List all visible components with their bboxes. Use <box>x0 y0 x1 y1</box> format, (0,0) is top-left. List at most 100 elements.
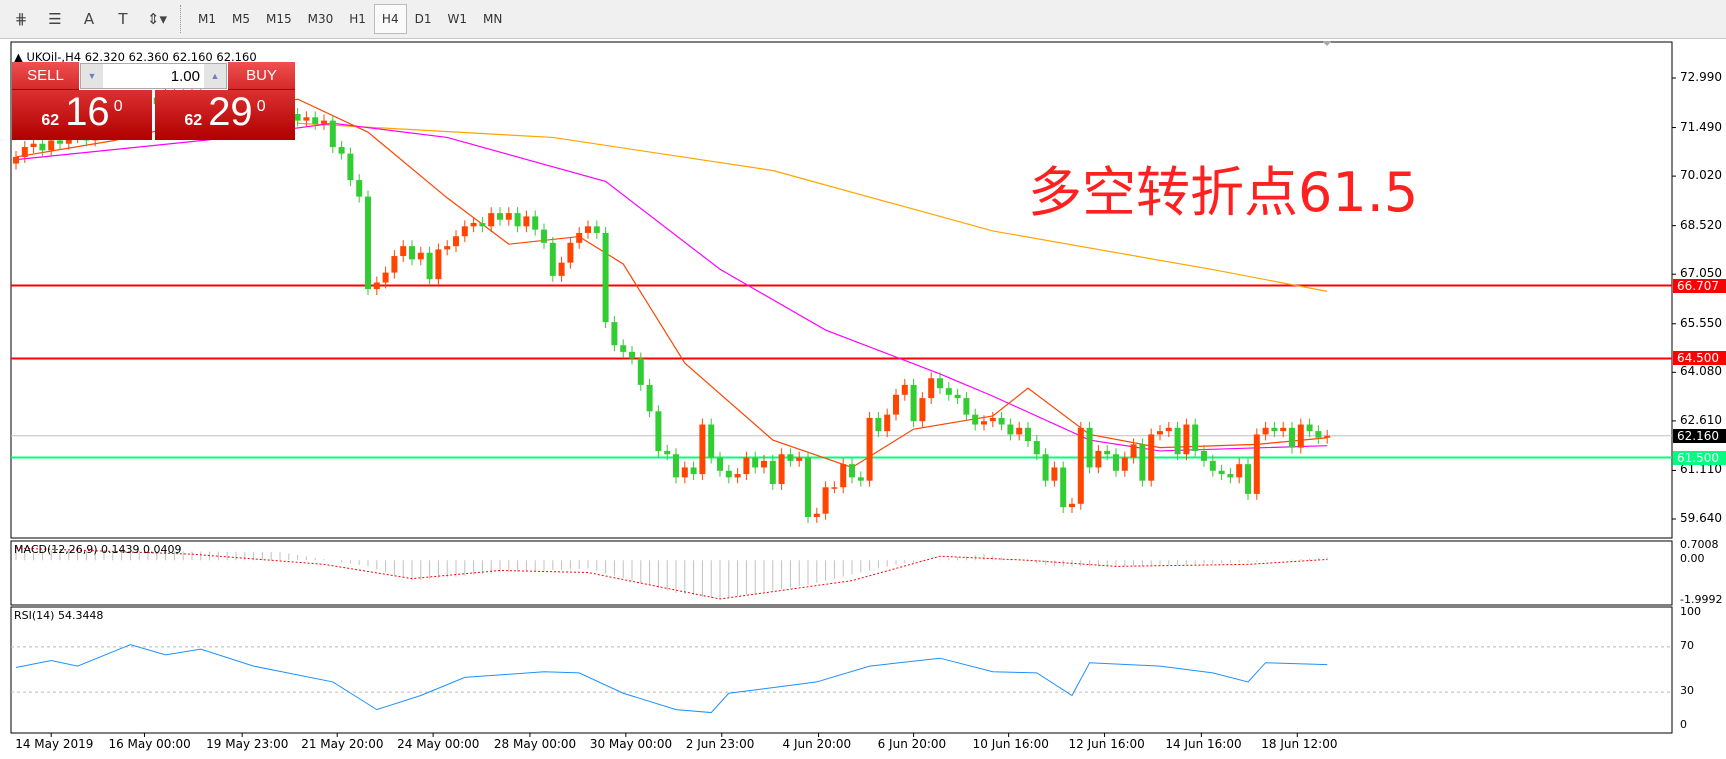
candle-body <box>787 454 794 461</box>
candle-body <box>48 140 55 151</box>
timeframe-m30[interactable]: M30 <box>307 12 334 26</box>
candle <box>479 217 486 233</box>
candle <box>1016 421 1023 441</box>
volume-value[interactable]: 1.00 <box>170 67 200 85</box>
candle <box>893 388 899 421</box>
candle-body <box>1033 441 1040 455</box>
candle <box>497 207 503 226</box>
candle <box>1121 451 1128 477</box>
time-label: 30 May 00:00 <box>589 737 673 751</box>
candle <box>426 246 433 286</box>
candle-body <box>382 272 389 283</box>
candle <box>365 190 371 296</box>
candle-body <box>664 450 671 455</box>
candle <box>743 451 750 481</box>
candle-body <box>532 216 539 230</box>
sell-price[interactable]: 62 16 0 <box>12 90 152 140</box>
candle-body <box>303 117 310 121</box>
price-tick-label: 67.050 <box>1680 266 1722 281</box>
macd-label: MACD(12,26,9) 0.1439 0.0409 <box>14 543 182 556</box>
candle-body <box>1315 431 1322 438</box>
candle-body <box>373 282 380 290</box>
timeframe-h1[interactable]: H1 <box>349 12 366 26</box>
candle <box>1280 421 1287 438</box>
arrows-icon[interactable]: ⇕▾ <box>146 10 168 28</box>
timeframe-h4[interactable]: H4 <box>373 4 407 34</box>
candle-body <box>884 414 891 432</box>
candle <box>1069 497 1075 514</box>
volume-increase-icon[interactable]: ▲ <box>204 64 226 88</box>
timeframe-mn[interactable]: MN <box>482 12 503 26</box>
candle-body <box>989 417 996 422</box>
candle <box>1192 418 1199 457</box>
candle-body <box>752 457 759 468</box>
candle <box>1324 429 1331 444</box>
candle <box>1060 461 1067 514</box>
candle <box>347 147 354 187</box>
candle <box>1315 425 1322 444</box>
volume-field[interactable]: ▼ 1.00 ▲ <box>80 63 227 89</box>
candle <box>1051 461 1058 487</box>
candle-body <box>1104 450 1111 455</box>
buy-label: BUY <box>246 67 277 84</box>
timeframe-m5[interactable]: M5 <box>232 12 250 26</box>
candle-body <box>901 384 908 395</box>
time-label: 14 Jun 16:00 <box>1165 737 1242 751</box>
candle-body <box>769 460 776 484</box>
candle <box>1042 448 1049 487</box>
candle-body <box>505 213 512 220</box>
text-label-icon[interactable]: T <box>118 10 128 28</box>
timeframe-w1[interactable]: W1 <box>447 12 467 26</box>
collapse-triangle-icon[interactable]: ▲ <box>14 50 23 64</box>
candle-body <box>576 232 583 243</box>
candle <box>945 382 952 401</box>
buy-price[interactable]: 62 29 0 <box>155 90 295 140</box>
candle-body <box>1086 427 1093 468</box>
volume-decrease-icon[interactable]: ▼ <box>81 64 103 88</box>
elliott-wave-icon[interactable]: ⋕ <box>14 10 28 28</box>
candle <box>1209 454 1216 477</box>
candle-body <box>338 147 345 154</box>
candle <box>1218 464 1225 481</box>
buy-price-sup: 0 <box>256 98 266 115</box>
candle-body <box>1025 427 1031 442</box>
candle <box>39 137 46 157</box>
text-icon[interactable]: A <box>83 10 95 28</box>
timeframe-m1[interactable]: M1 <box>198 12 216 26</box>
candle-body <box>558 262 565 276</box>
price-tick-label: 70.020 <box>1680 168 1722 183</box>
moving-average-0 <box>297 122 1328 292</box>
candle <box>664 445 671 461</box>
candle-body <box>1121 457 1128 471</box>
candle <box>1297 418 1304 454</box>
candle <box>981 415 987 431</box>
candle <box>954 388 961 405</box>
candle <box>681 461 688 484</box>
candle <box>303 111 310 127</box>
candle <box>567 236 574 269</box>
candle <box>1025 421 1031 447</box>
candle-body <box>1051 467 1058 481</box>
timeframe-m15[interactable]: M15 <box>266 12 292 26</box>
candle-body <box>734 474 741 478</box>
candle-body <box>329 120 336 148</box>
time-label: 16 May 00:00 <box>108 737 191 751</box>
candle <box>901 378 908 401</box>
rsi-tick-label: 30 <box>1680 684 1694 698</box>
candle <box>1271 421 1278 438</box>
fibonacci-icon[interactable]: ☰ <box>48 10 62 28</box>
candle-body <box>910 384 917 422</box>
sell-button[interactable]: SELL <box>12 62 79 90</box>
candle-body <box>356 180 363 197</box>
buy-button[interactable]: BUY <box>228 62 295 90</box>
timeframe-d1[interactable]: D1 <box>414 12 432 26</box>
time-label: 18 Jun 12:00 <box>1261 737 1338 751</box>
candle-body <box>1201 450 1207 461</box>
candle-body <box>1069 503 1075 508</box>
candle <box>1236 458 1243 484</box>
candle <box>866 411 873 487</box>
time-label: 10 Jun 16:00 <box>972 737 1049 751</box>
candle <box>857 471 864 487</box>
price-tick-label: 68.520 <box>1680 217 1722 232</box>
